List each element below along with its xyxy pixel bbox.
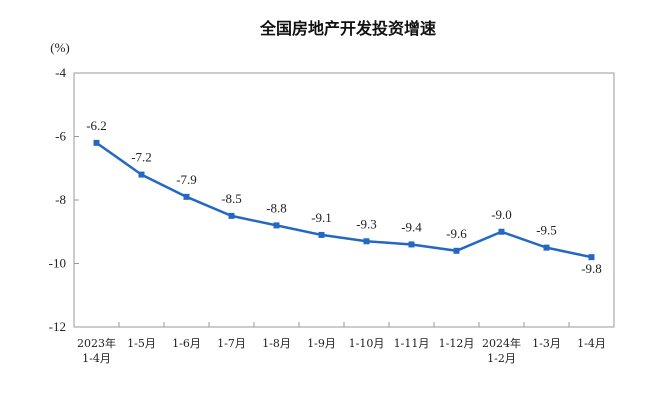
data-point-marker — [183, 193, 190, 200]
plot-frame — [73, 72, 615, 328]
axis-ticks — [74, 72, 570, 328]
y-tick-label: -8 — [55, 192, 66, 207]
y-tick-label: -12 — [49, 319, 66, 334]
x-tick-label: 1-11月 — [394, 337, 430, 350]
data-point-marker — [453, 247, 460, 254]
x-tick-label-line: 1-2月 — [487, 352, 516, 365]
x-tick-label: 1-7月 — [217, 337, 246, 350]
x-tick-label-line: 1-4月 — [577, 337, 606, 350]
data-point-marker — [408, 241, 415, 248]
data-label: -9.0 — [491, 207, 512, 222]
data-point-marker — [318, 231, 325, 238]
data-point-marker — [93, 139, 100, 146]
data-label: -9.6 — [446, 226, 467, 241]
data-point-marker — [228, 212, 235, 219]
x-tick-label-line: 1-8月 — [262, 337, 291, 350]
x-axis-labels: 2023年 1-4月 1-5月 1-6月 1-7月 1-8月 1-9月 1-10月 1-11月 1… — [77, 336, 606, 365]
x-tick-label-line: 1-9月 — [307, 337, 336, 350]
data-label: -8.8 — [266, 200, 287, 215]
data-labels: -6.2 -7.2 -7.9 -8.5 -8.8 -9.1 -9.3 -9.4 -9.6 -9.0… — [86, 118, 602, 276]
y-tick-label: -4 — [55, 65, 66, 80]
y-axis-labels: -4 -6 -8 -10 -12 — [49, 65, 67, 334]
data-point-marker — [543, 244, 550, 251]
x-tick-label-line: 1-3月 — [532, 337, 561, 350]
x-tick-label-line: 1-10月 — [349, 337, 385, 350]
x-tick-label-line: 1-12月 — [439, 337, 475, 350]
series-line — [95, 141, 592, 259]
y-tick-label: -10 — [49, 256, 66, 271]
data-label: -9.5 — [536, 223, 557, 238]
data-label: -9.3 — [356, 216, 377, 231]
x-tick-label-line: 1-6月 — [172, 337, 201, 350]
x-tick-label: 2024年 1-2月 — [482, 336, 521, 365]
x-tick-label-line: 1-11月 — [394, 337, 430, 350]
x-tick-label: 1-6月 — [172, 337, 201, 350]
x-tick-label-line: 2023年 — [77, 336, 116, 350]
x-tick-label: 1-4月 — [577, 337, 606, 350]
data-label: -7.2 — [131, 150, 152, 165]
y-unit-label: (%) — [50, 40, 70, 55]
data-label: -7.9 — [176, 172, 197, 187]
x-tick-label-line: 2024年 — [482, 336, 521, 350]
chart-title: 全国房地产开发投资增速 — [259, 19, 436, 38]
data-point-marker — [273, 222, 280, 229]
data-label: -9.1 — [311, 210, 332, 225]
data-point-marker — [588, 254, 595, 261]
x-tick-label-line: 1-4月 — [82, 352, 111, 365]
x-tick-label: 2023年 1-4月 — [77, 336, 116, 365]
data-label: -6.2 — [86, 118, 107, 133]
data-point-marker — [363, 238, 370, 245]
y-tick-label: -6 — [55, 129, 66, 144]
x-tick-label: 1-5月 — [127, 337, 156, 350]
data-label: -8.5 — [221, 191, 242, 206]
x-tick-label-line: 1-5月 — [127, 337, 156, 350]
x-tick-label: 1-3月 — [532, 337, 561, 350]
data-label: -9.4 — [401, 219, 422, 234]
series-layer — [93, 139, 595, 261]
x-tick-label: 1-10月 — [349, 337, 385, 350]
x-tick-label: 1-9月 — [307, 337, 336, 350]
x-tick-label-line: 1-7月 — [217, 337, 246, 350]
data-label: -9.8 — [581, 261, 602, 276]
data-point-marker — [498, 228, 505, 235]
x-tick-label: 1-8月 — [262, 337, 291, 350]
data-point-marker — [138, 171, 145, 178]
x-tick-label: 1-12月 — [439, 337, 475, 350]
